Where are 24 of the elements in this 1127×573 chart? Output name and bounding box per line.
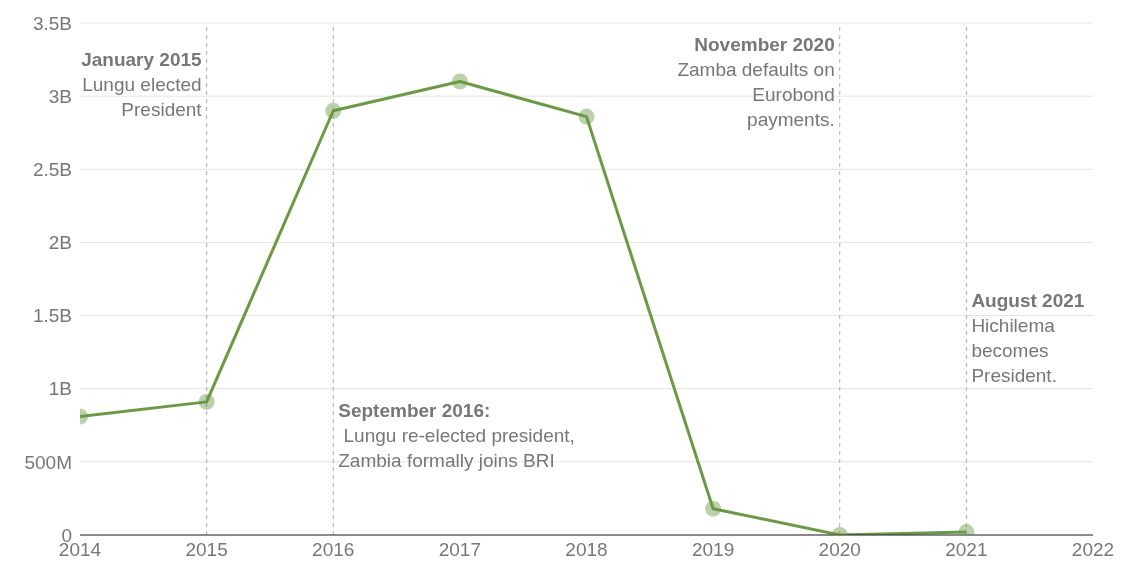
- y-tick-label: 3B: [48, 85, 72, 107]
- point: [325, 102, 342, 119]
- point: [451, 73, 468, 90]
- x-tick-label: 2020: [818, 539, 861, 561]
- point: [705, 500, 722, 517]
- y-tick-label: 2B: [48, 232, 72, 254]
- point: [198, 393, 215, 410]
- y-tick-label: 1B: [48, 378, 72, 400]
- x-tick-label: 2018: [565, 539, 608, 561]
- annotation: November 2020 Zamba defaults on Eurobond payments.: [677, 34, 835, 131]
- x-tick-label: 2019: [691, 539, 735, 561]
- y-tick-label: 2.5B: [32, 159, 72, 181]
- y-tick-label: 1.5B: [32, 305, 72, 327]
- annotation: September 2016: Lungu re-elected president, Zambia formally joins BRI: [338, 399, 575, 471]
- annotation: August 2021 Hichilema becomes President.: [971, 290, 1085, 387]
- x-tick-label: 2022: [1071, 539, 1115, 561]
- y-tick-label: 500M: [24, 451, 72, 473]
- point: [578, 108, 595, 125]
- y-tick-label: 3.5B: [32, 12, 72, 34]
- x-tick-label: 2015: [185, 539, 228, 561]
- x-tick-label: 2016: [312, 539, 355, 561]
- x-tick-label: 2021: [945, 539, 988, 561]
- x-tick-label: 2017: [438, 539, 482, 561]
- annotation: January 2015 Lungu elected President: [81, 48, 203, 120]
